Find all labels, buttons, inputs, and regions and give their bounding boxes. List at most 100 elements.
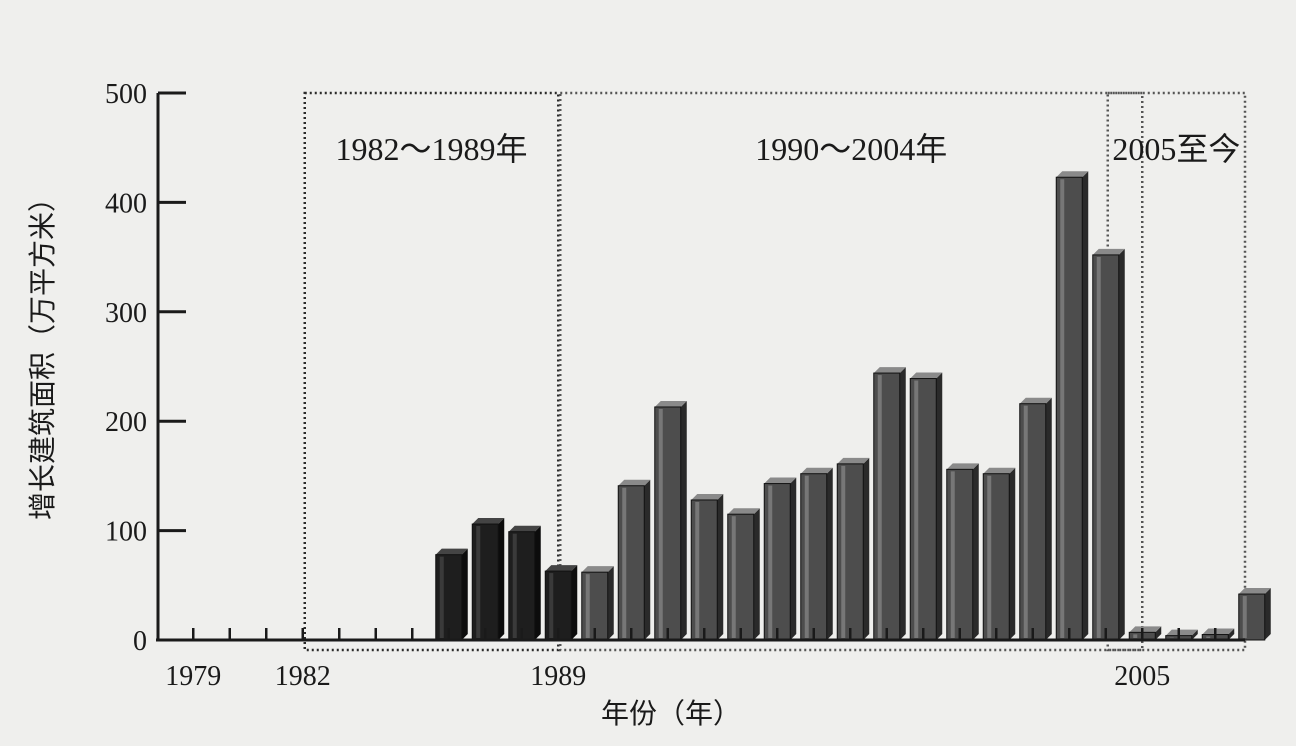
- bar-front: [946, 468, 974, 641]
- period-label: 1982～1989年: [335, 131, 527, 167]
- bar-front: [763, 483, 791, 641]
- bar: [1201, 628, 1235, 641]
- bar-front: [654, 406, 682, 641]
- bar-top: [691, 493, 724, 500]
- bar-side: [571, 565, 578, 640]
- bar-highlight: [585, 574, 590, 638]
- bar-top: [837, 457, 870, 464]
- bar-highlight: [914, 380, 919, 638]
- bar: [836, 457, 870, 641]
- y-tick-label: 400: [105, 188, 147, 219]
- bar-side: [1191, 629, 1198, 640]
- bar: [690, 493, 724, 641]
- bar: [581, 566, 614, 641]
- x-tick-label: 2005: [1114, 661, 1170, 692]
- bar-side: [680, 400, 687, 640]
- bar-top: [581, 566, 614, 573]
- bar-side: [1082, 171, 1089, 640]
- x-axis-title: 年份（年）: [601, 697, 741, 730]
- bar-highlight: [731, 516, 736, 638]
- bar-side: [1009, 467, 1016, 640]
- bar: [617, 479, 651, 641]
- bar-highlight: [950, 471, 955, 638]
- bar-side: [936, 372, 943, 640]
- bar: [763, 477, 797, 641]
- period-box: [303, 91, 560, 652]
- bar: [727, 508, 760, 641]
- bar: [982, 467, 1016, 641]
- bar-highlight: [658, 408, 663, 638]
- bar-top: [1238, 588, 1271, 595]
- bar: [508, 525, 541, 641]
- bar-highlight: [1242, 596, 1247, 638]
- bar: [471, 518, 505, 641]
- axes: 0 100 200 300 400 500 1979 1982 1989 2005: [105, 79, 1245, 692]
- bar-highlight: [1096, 256, 1101, 638]
- bar-front: [435, 554, 463, 641]
- bar: [544, 565, 578, 641]
- x-tick-label: 1982: [275, 661, 331, 692]
- bar-front: [800, 473, 828, 641]
- bar-top: [1129, 626, 1162, 633]
- bar-highlight: [512, 533, 517, 638]
- period-boxes: 1982～1989年 1990～2004年 2005至今: [303, 91, 1247, 652]
- bar-highlight: [1133, 634, 1138, 638]
- bar: [946, 463, 979, 641]
- bar-front: [617, 485, 645, 641]
- bar-top: [1165, 629, 1198, 636]
- bar-front: [1055, 176, 1083, 641]
- bar-top: [1019, 397, 1052, 404]
- bar-top: [800, 467, 833, 474]
- bar-highlight: [841, 465, 846, 638]
- bar-side: [1264, 588, 1271, 640]
- bar-front: [1019, 403, 1047, 641]
- bar-front: [690, 499, 718, 641]
- bar-top: [1092, 248, 1125, 255]
- bar: [1238, 588, 1271, 641]
- bar-top: [946, 463, 979, 470]
- y-tick-label: 300: [105, 298, 147, 329]
- bar: [654, 400, 687, 641]
- bar-highlight: [1060, 179, 1065, 638]
- x-tick-label: 1989: [530, 661, 586, 692]
- bar-top: [508, 525, 541, 532]
- bar-highlight: [1023, 405, 1028, 638]
- bar-side: [498, 518, 505, 640]
- y-axis-title: 增长建筑面积（万平方米）: [26, 184, 59, 520]
- y-tick-label: 200: [105, 407, 147, 438]
- bar-highlight: [476, 526, 481, 638]
- bar-highlight: [877, 375, 882, 638]
- bar: [1019, 397, 1052, 641]
- bar-side: [790, 477, 797, 640]
- bar-front: [1238, 593, 1266, 641]
- y-tick-label: 100: [105, 517, 147, 548]
- period-box: [559, 91, 1144, 652]
- bar-highlight: [987, 475, 992, 638]
- bar-side: [717, 493, 724, 640]
- bar-front: [508, 531, 536, 641]
- bar: [873, 367, 906, 641]
- bar-top: [472, 518, 505, 525]
- bar-side: [607, 566, 614, 640]
- bar-top: [1202, 628, 1235, 635]
- bar-top: [910, 372, 943, 379]
- x-tick-label: 1979: [165, 661, 221, 692]
- bar-side: [534, 525, 541, 640]
- bar-side: [863, 457, 870, 640]
- bar-side: [753, 508, 760, 640]
- bar-front: [909, 378, 937, 641]
- bar-highlight: [804, 475, 809, 638]
- bar-side: [1228, 628, 1235, 640]
- bar-highlight: [695, 501, 700, 638]
- bar: [1165, 629, 1198, 641]
- bar-side: [644, 479, 651, 640]
- bar-top: [983, 467, 1016, 474]
- bar-side: [1045, 397, 1052, 640]
- bar-top: [727, 508, 760, 515]
- bar-top: [764, 477, 797, 484]
- bar-front: [982, 473, 1010, 641]
- bar-top: [435, 548, 468, 555]
- bar-side: [1118, 248, 1125, 641]
- bar-highlight: [549, 573, 554, 638]
